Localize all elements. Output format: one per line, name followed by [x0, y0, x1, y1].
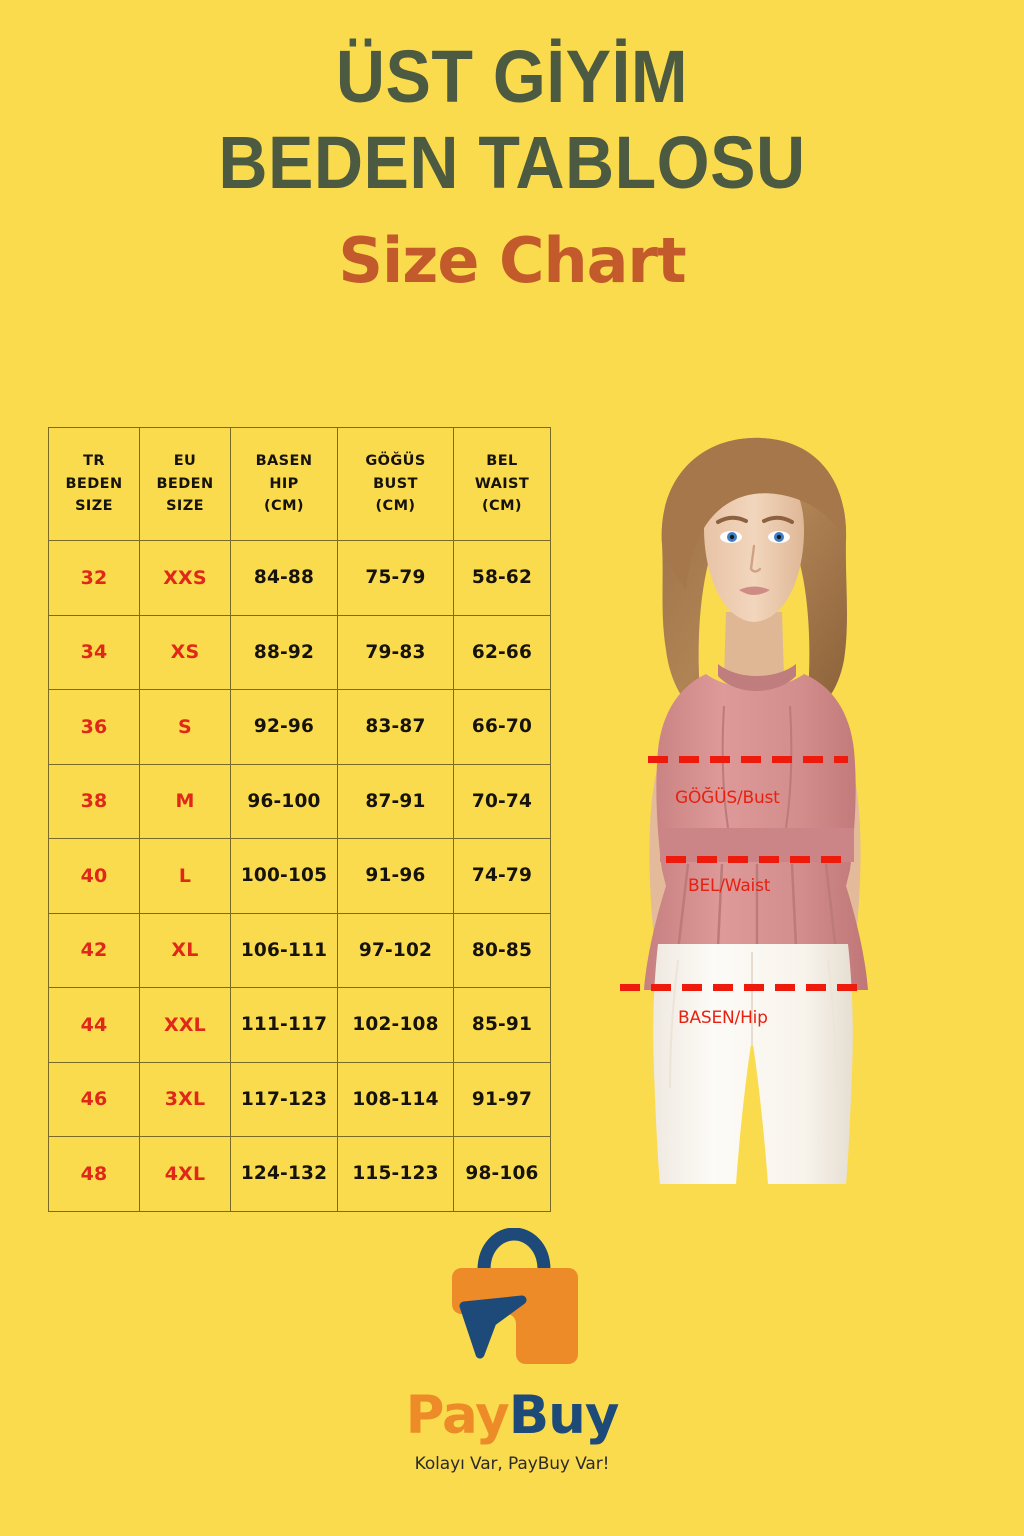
- cell-hip: 100-105: [230, 838, 338, 914]
- header-line-2: WAIST: [474, 475, 530, 492]
- model-illustration: GÖĞÜS/Bust BEL/Waist BASEN/Hip: [600, 424, 940, 1184]
- cell-eu-size: 4XL: [139, 1136, 231, 1212]
- cell-tr-size: 36: [48, 689, 140, 765]
- table-row: 32 XXS 84-88 75-79 58-62: [48, 540, 551, 616]
- cell-tr-size: 48: [48, 1136, 140, 1212]
- cell-tr-size: 42: [48, 912, 140, 988]
- header-line-3: (CM): [482, 498, 522, 515]
- header-line-1: GÖĞÜS: [365, 453, 426, 470]
- table-row: 36 S 92-96 83-87 66-70: [48, 689, 551, 765]
- cell-waist: 98-106: [453, 1136, 551, 1212]
- cell-bust: 83-87: [337, 689, 454, 765]
- table-row: 48 4XL 124-132 115-123 98-106: [48, 1136, 551, 1212]
- header-line-3: SIZE: [166, 498, 204, 515]
- page-header: ÜST GİYİM BEDEN TABLOSU Size Chart: [0, 34, 1024, 293]
- cell-hip: 96-100: [230, 763, 338, 839]
- cell-waist: 74-79: [453, 838, 551, 914]
- cell-hip: 84-88: [230, 540, 338, 616]
- header-line-1: BASEN: [255, 453, 313, 470]
- cell-waist: 58-62: [453, 540, 551, 616]
- header-line-2: BEDEN: [156, 475, 214, 492]
- cell-bust: 87-91: [337, 763, 454, 839]
- brand-logo: PayBuy Kolayı Var, PayBuy Var!: [0, 1228, 1024, 1474]
- hip-guide-line: [620, 984, 868, 991]
- logo-wordmark: PayBuy: [0, 1389, 1024, 1442]
- cell-tr-size: 34: [48, 614, 140, 690]
- cell-hip: 106-111: [230, 912, 338, 988]
- cell-tr-size: 44: [48, 987, 140, 1063]
- header-line-3: SIZE: [75, 498, 113, 515]
- header-line-1: TR: [83, 453, 105, 470]
- table-header-row: TR BEDEN SIZE EU BEDEN SIZE BASEN HIP (C…: [48, 427, 551, 541]
- column-header-eu-size: EU BEDEN SIZE: [139, 427, 231, 541]
- cell-eu-size: XXL: [139, 987, 231, 1063]
- cell-eu-size: XL: [139, 912, 231, 988]
- cell-bust: 91-96: [337, 838, 454, 914]
- cell-waist: 62-66: [453, 614, 551, 690]
- hip-measure-label: BASEN/Hip: [678, 1008, 768, 1028]
- header-line-3: (CM): [375, 498, 416, 515]
- table-row: 34 XS 88-92 79-83 62-66: [48, 614, 551, 690]
- column-header-hip: BASEN HIP (CM): [230, 427, 338, 541]
- cell-eu-size: M: [139, 763, 231, 839]
- cell-bust: 79-83: [337, 614, 454, 690]
- cell-tr-size: 46: [48, 1061, 140, 1137]
- column-header-waist: BEL WAIST (CM): [453, 427, 551, 541]
- cell-tr-size: 32: [48, 540, 140, 616]
- cell-waist: 85-91: [453, 987, 551, 1063]
- cell-bust: 97-102: [337, 912, 454, 988]
- page-title-line2: BEDEN TABLOSU: [218, 120, 806, 204]
- cell-hip: 117-123: [230, 1061, 338, 1137]
- cell-tr-size: 40: [48, 838, 140, 914]
- page-title-line1: ÜST GİYİM: [335, 35, 689, 118]
- cell-bust: 115-123: [337, 1136, 454, 1212]
- waist-guide-line: [666, 856, 843, 863]
- cell-hip: 111-117: [230, 987, 338, 1063]
- table-row: 40 L 100-105 91-96 74-79: [48, 838, 551, 914]
- header-line-2: BEDEN: [65, 475, 123, 492]
- cell-bust: 108-114: [337, 1061, 454, 1137]
- shopping-bag-icon: [452, 1228, 578, 1364]
- bust-guide-line: [648, 756, 848, 763]
- cell-waist: 70-74: [453, 763, 551, 839]
- cell-eu-size: XS: [139, 614, 231, 690]
- cell-eu-size: 3XL: [139, 1061, 231, 1137]
- cell-waist: 66-70: [453, 689, 551, 765]
- cell-hip: 88-92: [230, 614, 338, 690]
- header-line-2: BUST: [373, 475, 418, 492]
- table-row: 44 XXL 111-117 102-108 85-91: [48, 987, 551, 1063]
- logo-tagline: Kolayı Var, PayBuy Var!: [414, 1454, 610, 1474]
- header-line-1: BEL: [486, 453, 518, 470]
- table-row: 46 3XL 117-123 108-114 91-97: [48, 1061, 551, 1137]
- size-chart-table: TR BEDEN SIZE EU BEDEN SIZE BASEN HIP (C…: [48, 427, 551, 1212]
- logo-word-pay: Pay: [405, 1385, 510, 1446]
- cell-eu-size: XXS: [139, 540, 231, 616]
- cell-tr-size: 38: [48, 763, 140, 839]
- cell-bust: 75-79: [337, 540, 454, 616]
- bust-measure-label: GÖĞÜS/Bust: [675, 788, 780, 808]
- header-line-1: EU: [173, 453, 197, 470]
- header-line-2: HIP: [269, 475, 299, 492]
- cell-bust: 102-108: [337, 987, 454, 1063]
- size-chart-body: 32 XXS 84-88 75-79 58-62 34 XS 88-92 79-…: [48, 540, 551, 1212]
- table-row: 38 M 96-100 87-91 70-74: [48, 763, 551, 839]
- waist-measure-label: BEL/Waist: [688, 876, 771, 896]
- model-photo: [644, 437, 868, 1184]
- page-subtitle: Size Chart: [338, 223, 686, 297]
- cell-waist: 80-85: [453, 912, 551, 988]
- table-row: 42 XL 106-111 97-102 80-85: [48, 912, 551, 988]
- cell-waist: 91-97: [453, 1061, 551, 1137]
- cell-hip: 124-132: [230, 1136, 338, 1212]
- logo-word-buy: Buy: [508, 1385, 620, 1446]
- cell-eu-size: S: [139, 689, 231, 765]
- column-header-tr-size: TR BEDEN SIZE: [48, 427, 140, 541]
- cell-hip: 92-96: [230, 689, 338, 765]
- header-line-3: (CM): [264, 498, 304, 515]
- column-header-bust: GÖĞÜS BUST (CM): [337, 427, 454, 541]
- cell-eu-size: L: [139, 838, 231, 914]
